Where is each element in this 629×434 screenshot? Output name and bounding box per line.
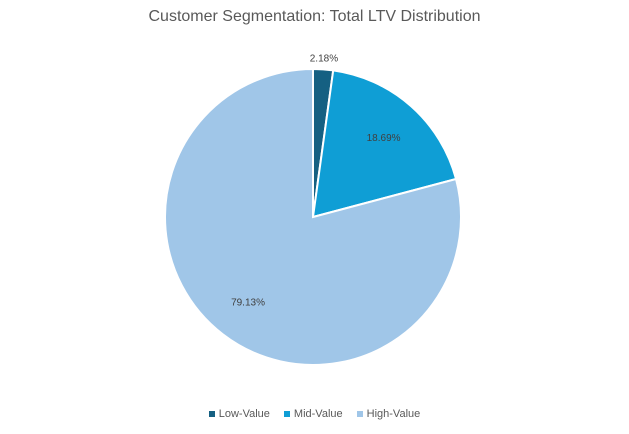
- legend: Low-Value Mid-Value High-Value: [0, 408, 629, 420]
- legend-item-mid-value: Mid-Value: [283, 408, 343, 420]
- pie-slice-mid-value: [311, 69, 458, 219]
- legend-swatch-high-value: [356, 411, 363, 417]
- legend-item-low-value: Low-Value: [208, 408, 270, 420]
- legend-swatch-mid-value: [283, 411, 290, 417]
- legend-item-high-value: High-Value: [356, 408, 421, 420]
- pie-slice-high-value: [164, 67, 462, 366]
- data-label-low-value: 2.18%: [310, 54, 338, 65]
- legend-swatch-low-value: [208, 411, 215, 417]
- legend-label-mid-value: Mid-Value: [293, 408, 343, 420]
- data-label-mid-value: 18.69%: [367, 133, 401, 144]
- data-label-high-value: 79.13%: [231, 297, 265, 308]
- legend-label-low-value: Low-Value: [218, 408, 270, 420]
- legend-label-high-value: High-Value: [366, 408, 421, 420]
- chart-title: Customer Segmentation: Total LTV Distrib…: [148, 8, 481, 25]
